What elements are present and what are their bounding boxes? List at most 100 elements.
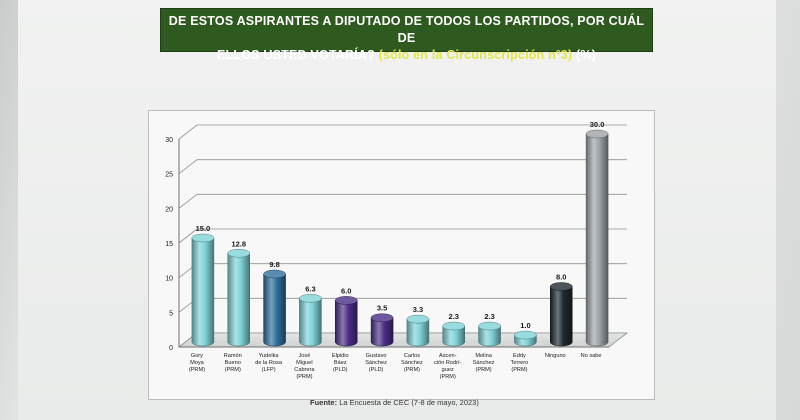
x-tick-label-line: (PRM) — [296, 374, 312, 380]
bar-top — [442, 321, 465, 331]
bar-body — [370, 317, 394, 347]
chart-frame: 0 5 10 15 20 25 30 15.0 Gory Moya (PRM) 12.8 Ramón B… — [148, 110, 655, 400]
x-tick-label: Elpidio Báez (PLD) — [332, 353, 349, 373]
x-tick-label-line: Yudelka — [259, 353, 280, 359]
x-tick-label-line: (LFP) — [262, 367, 276, 373]
source-note: Fuente: La Encuesta de CEC (7-8 de mayo,… — [310, 398, 479, 407]
x-tick-label-line: Terrero — [511, 360, 529, 366]
bar-body — [585, 133, 609, 347]
bar-top — [227, 249, 250, 258]
chart-title: DE ESTOS ASPIRANTES A DIPUTADO DE TODOS … — [160, 8, 653, 62]
data-label: 1.0 — [520, 321, 530, 330]
bar-top — [406, 314, 430, 324]
bar — [585, 129, 609, 347]
data-label: 12.8 — [231, 239, 246, 248]
bar-body — [335, 300, 358, 347]
x-tick-label: José Miguel Cabrera (PRM) — [294, 353, 315, 380]
data-label: 6.3 — [305, 284, 315, 293]
x-tick-label-line: Bueno — [225, 360, 241, 366]
x-tick-label: Ascen-ción Rodrí-guez (PRM) — [434, 353, 461, 380]
bar — [191, 233, 215, 347]
gridline-depth — [178, 228, 198, 244]
x-tick-label: Eddy Terrero (PRM) — [511, 353, 529, 373]
x-tick-label-line: No sabe — [581, 353, 602, 359]
x-tick-label-line: Gory — [191, 353, 203, 359]
bar-top — [335, 296, 358, 305]
x-tick-label-line: Carlos — [404, 353, 420, 359]
data-label: 15.0 — [196, 224, 211, 233]
bar — [406, 314, 430, 347]
x-tick-label: Gustavo Sánchez (PLD) — [365, 353, 387, 373]
x-tick-label-line: de la Rosa — [255, 360, 283, 366]
bar-body — [227, 253, 250, 347]
x-tick-label: Yudelka de la Rosa (LFP) — [255, 353, 283, 373]
x-tick-label-line: Miguel — [296, 360, 312, 366]
x-tick-label: Carlos Sánchez (PRM) — [401, 353, 423, 373]
bar — [370, 313, 394, 347]
title-line-2: ELLOS USTED VOTARÍA? (sólo en la Circuns… — [161, 47, 652, 64]
x-tick-label: Ninguno — [545, 353, 566, 359]
gridline-depth — [178, 194, 198, 209]
bar — [478, 321, 501, 347]
title-line-2-end: (%) — [575, 48, 596, 62]
bar — [442, 321, 465, 347]
x-tick-label-line: Moya — [190, 360, 205, 366]
x-tick-label-line: guez — [442, 367, 454, 373]
gridline-depth — [178, 159, 198, 174]
y-tick-label: 15 — [165, 241, 173, 248]
x-tick-label-line: Ascen- — [439, 353, 457, 359]
y-tick-label: 5 — [169, 310, 173, 317]
x-tick-label-line: (PRM) — [225, 367, 241, 373]
bar — [514, 330, 537, 347]
bar — [550, 282, 573, 347]
x-tick-label-line: Cabrera — [294, 367, 315, 373]
gridline-depth — [178, 124, 198, 140]
bar — [299, 294, 322, 347]
x-tick-label: Ramón Bueno (PRM) — [224, 353, 242, 373]
x-tick-label: No sabe — [581, 353, 602, 359]
data-label: 2.3 — [449, 312, 459, 321]
data-label: 9.8 — [269, 260, 279, 269]
bar-body — [191, 237, 215, 347]
x-tick-label: Gory Moya (PRM) — [189, 353, 205, 373]
data-label: 2.3 — [484, 312, 494, 321]
bar-top — [263, 269, 286, 279]
x-tick-label: Melina Sánchez (PRM) — [473, 353, 495, 373]
x-tick-label-line: Ninguno — [545, 353, 566, 359]
bar-top — [191, 233, 215, 243]
title-line-2-highlight: (sólo en la Circunscripción nº3) — [378, 48, 573, 62]
x-tick-label-line: (PLD) — [369, 367, 384, 373]
bar — [227, 249, 250, 347]
bar-body — [299, 298, 322, 347]
bar — [335, 296, 358, 347]
x-tick-label-line: Ramón — [224, 353, 242, 359]
data-label: 8.0 — [556, 273, 566, 282]
x-tick-label-line: Eddy — [513, 353, 526, 359]
x-tick-label-line: (PRM) — [189, 367, 205, 373]
x-tick-label-line: (PRM) — [440, 374, 456, 380]
bar-body — [550, 286, 573, 347]
bar-top — [550, 282, 573, 291]
x-tick-label-line: Báez — [334, 360, 347, 366]
x-tick-label-line: Melina — [475, 353, 492, 359]
x-tick-label-line: Sánchez — [473, 360, 495, 366]
data-label: 6.0 — [341, 286, 351, 295]
y-tick-label: 20 — [165, 206, 173, 213]
x-tick-label-line: Elpidio — [332, 353, 349, 359]
x-tick-label-line: (PRM) — [404, 367, 420, 373]
x-tick-label-line: Gustavo — [366, 353, 387, 359]
bar-top — [370, 313, 394, 322]
data-label: 3.3 — [413, 305, 423, 314]
x-tick-label-line: (PLD) — [333, 367, 348, 373]
source-text: La Encuesta de CEC (7-8 de mayo, 2023) — [339, 398, 479, 407]
bar-top — [514, 330, 537, 340]
y-tick-label: 10 — [165, 276, 173, 283]
bar-body — [478, 325, 501, 347]
bar-body — [263, 273, 286, 347]
x-tick-label-line: José — [299, 353, 311, 359]
data-label: 30.0 — [590, 120, 605, 129]
title-line-2-start: ELLOS USTED VOTARÍA? — [217, 48, 375, 62]
data-label: 3.5 — [377, 304, 387, 313]
title-line-1: DE ESTOS ASPIRANTES A DIPUTADO DE TODOS … — [168, 14, 645, 45]
